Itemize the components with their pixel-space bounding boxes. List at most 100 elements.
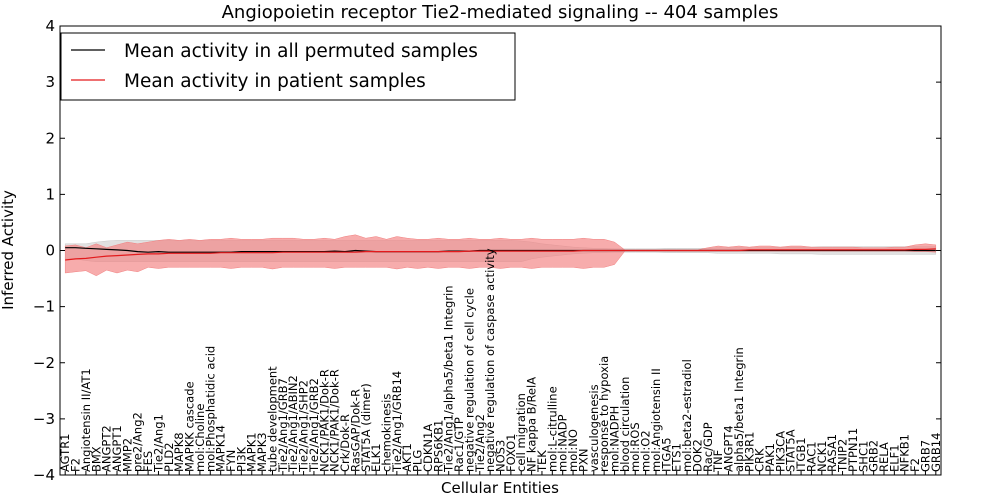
x-tick-label: PAK1	[763, 443, 777, 472]
x-tick-label: MAPK3	[255, 432, 269, 472]
x-tick-label: NCK1	[815, 441, 829, 473]
x-tick-label: mol:L-citrulline	[545, 386, 559, 472]
x-tick-label: blood circulation	[618, 377, 632, 472]
x-tick-label: ELK1	[369, 443, 383, 472]
x-tick-label: mol:ROS	[628, 422, 642, 472]
x-tick-label: mol:Phosphatidic acid	[203, 346, 217, 472]
x-tick-label: NF kappa B/RelA	[525, 377, 539, 472]
x-tick-label: PIK3R1	[742, 432, 756, 473]
y-tick-label: 0	[45, 242, 55, 260]
x-tick-label: Tie2/Ang1	[152, 414, 166, 473]
x-tick-label: MAPK8	[172, 432, 186, 472]
x-tick-label: ANGPT4	[722, 425, 736, 472]
x-axis-label: Cellular Entities	[441, 479, 559, 497]
x-tick-label: Rac1/GTP	[452, 417, 466, 472]
y-axis-label: Inferred Activity	[0, 190, 17, 310]
x-tick-label: NCK1/PAK1/Dok-R	[328, 369, 342, 472]
x-tick-label: F2	[908, 458, 922, 472]
series-line-1	[65, 248, 936, 261]
x-tick-label: Angiotensin II/AT1	[79, 368, 93, 472]
x-tick-label: ITGA5	[659, 437, 673, 472]
x-tick-label: ITGB1	[794, 437, 808, 472]
series-band-1	[64, 234, 937, 277]
x-tick-label: cell migration	[514, 393, 528, 472]
x-tick-label: mol:beta2-estradiol	[680, 359, 694, 472]
x-tick-label: chemokinesis	[380, 394, 394, 472]
chart-title: Angiopoietin receptor Tie2-mediated sign…	[222, 2, 779, 23]
x-tick-label: BMX	[89, 446, 103, 472]
x-tick-label: FOXO1	[504, 434, 518, 472]
x-tick-label: vasculogenesis	[587, 384, 601, 472]
x-tick-label: MAPKK cascade	[183, 381, 197, 472]
x-tick-label: GRB14	[929, 433, 943, 472]
x-tick-label: ETS1	[670, 443, 684, 472]
x-tick-label: Tie2/Ang1/GRB14	[390, 371, 404, 473]
x-tick-label: RELA	[877, 442, 891, 472]
x-tick-label: ANGPT2	[100, 425, 114, 472]
x-tick-label: RasGAP/Dok-R	[348, 389, 362, 472]
legend: Mean activity in all permuted samples Me…	[60, 32, 516, 101]
x-tick-label: NFKB1	[898, 434, 912, 472]
x-tick-label: Tie2/Ang1/ABIN2	[286, 375, 300, 473]
x-tick-label: response to hypoxia	[597, 356, 611, 472]
x-tick-label: PLG	[411, 450, 425, 472]
y-tick-label: 1	[45, 185, 55, 203]
x-tick-label: CRK	[753, 448, 767, 472]
x-tick-label: mol:Choline	[193, 404, 207, 472]
x-tick-label: RAC1	[804, 441, 818, 472]
x-tick-label: mol:O2	[639, 430, 653, 472]
x-tick-label: AGTR1	[58, 434, 72, 473]
x-tick-label: GRB2	[867, 440, 881, 472]
x-tick-label: TNIP2	[836, 439, 850, 473]
x-tick-label: STAT5A (dimer)	[359, 383, 373, 472]
x-tick-label: TNF	[711, 450, 725, 473]
legend-label-permuted: Mean activity in all permuted samples	[124, 41, 478, 62]
x-tick-label: PXN	[576, 449, 590, 472]
legend-label-patient: Mean activity in patient samples	[124, 71, 426, 92]
x-tick-label: DOK2	[690, 439, 704, 472]
x-tick-label: NOS3	[494, 440, 508, 472]
x-tick-label: PTPN11	[846, 428, 860, 472]
x-tick-label: PLD2	[162, 442, 176, 472]
y-tick-label: 3	[45, 73, 55, 91]
x-tick-label: Tie2/Ang1/SHP2	[297, 380, 311, 473]
x-tick-label: mol:Angiotensin II	[649, 368, 663, 472]
x-tick-label: STAT5A	[784, 429, 798, 472]
legend-box	[60, 32, 516, 101]
x-tick-label: mol:NO	[566, 429, 580, 472]
x-tick-label: negative regulation of caspase activity	[483, 248, 497, 472]
x-tick-label: mol:NADP	[556, 414, 570, 472]
x-tick-label: FYN	[224, 450, 238, 472]
x-tick-label: Tie2/Ang2	[473, 414, 487, 473]
x-tick-label: ELF1	[887, 444, 901, 472]
x-tick-label: CDKN1A	[421, 424, 435, 472]
x-tick-label: AKT1	[400, 443, 414, 472]
y-tick-label: −2	[33, 354, 55, 372]
x-tick-label: RASA1	[825, 434, 839, 472]
x-tick-label: Rac/GDP	[701, 422, 715, 472]
x-tick-label: negative regulation of cell cycle	[462, 288, 476, 472]
x-tick-label: TEK	[535, 450, 549, 473]
x-tick-label: Crk/Dok-R	[338, 414, 352, 472]
y-axis: −4 −3 −2 −1 0 1 2 3 4	[33, 17, 941, 484]
y-tick-label: −1	[33, 298, 55, 316]
x-tick-label: GRB7	[919, 440, 933, 472]
x-tick-label: MMP2	[120, 438, 134, 472]
x-tick-label: SHC1	[856, 441, 870, 472]
x-axis: AGTR1 F2 Angiotensin II/AT1BMXANGPT2ANGPT1…	[58, 248, 943, 475]
y-tick-label: −4	[33, 466, 55, 484]
y-tick-label: −3	[33, 410, 55, 428]
y-tick-label: 4	[45, 17, 55, 35]
x-tick-label: pre2/Ang2	[131, 412, 145, 472]
x-tick-label: ANGPT1	[110, 425, 124, 472]
x-tick-label: mol:NADPH	[608, 406, 622, 472]
x-tick-label: FES	[141, 451, 155, 472]
x-tick-label: MAPK14	[214, 425, 228, 472]
series-lines	[65, 247, 936, 261]
x-tick-label: MAPK1	[245, 432, 259, 472]
x-tick-label: RPS6KB1	[431, 420, 445, 472]
x-tick-label: Tie2/Ang1/GRB7	[276, 378, 290, 473]
x-tick-label: alpha5/beta1 Integrin	[732, 347, 746, 472]
x-tick-label: Tie2/Ang1/GRB2	[307, 378, 321, 473]
